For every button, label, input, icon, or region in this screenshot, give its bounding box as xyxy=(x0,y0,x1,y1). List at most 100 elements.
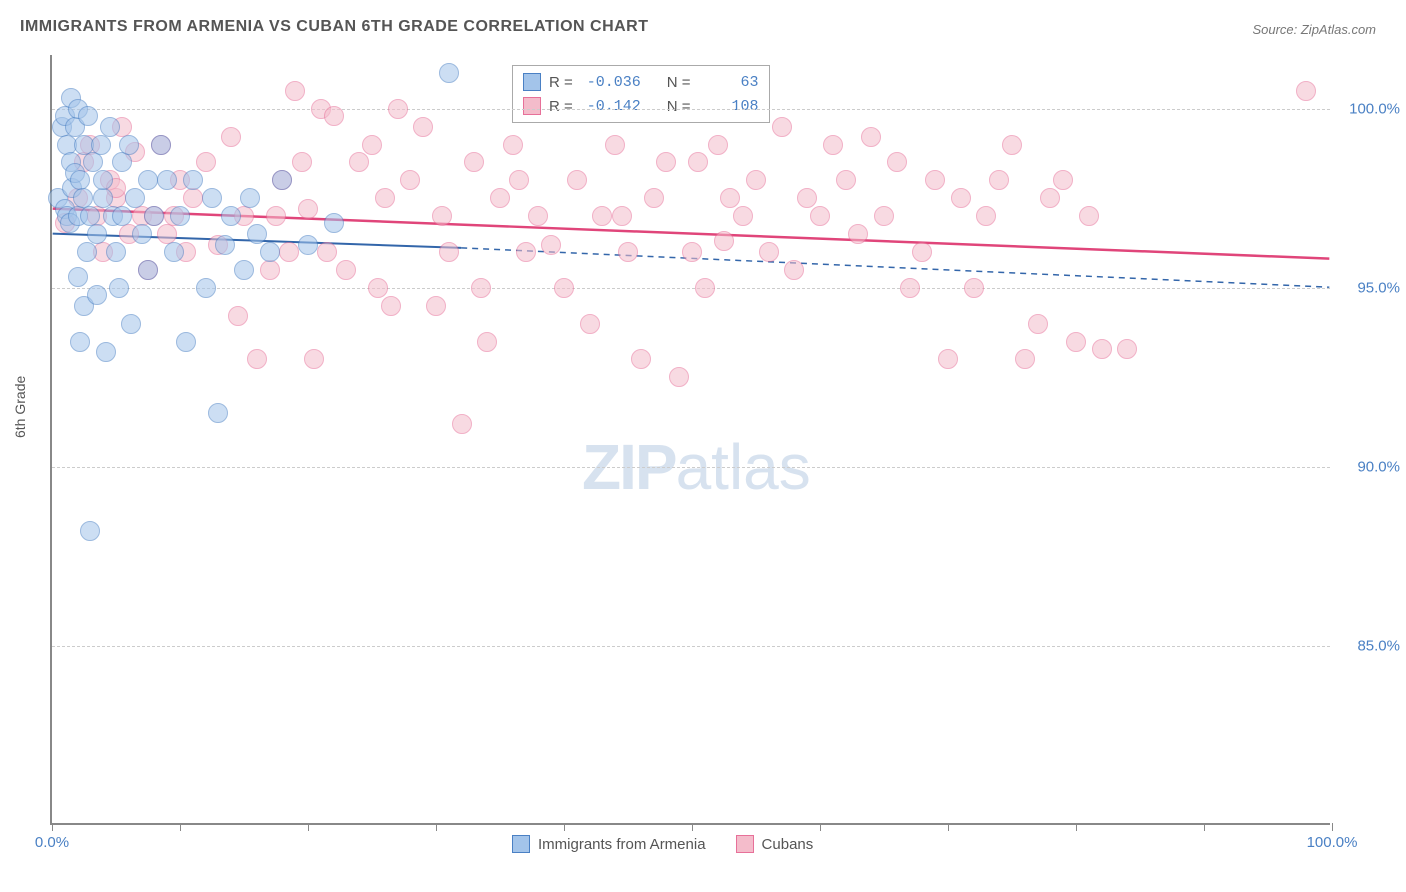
gridline xyxy=(52,467,1330,468)
legend-item: Immigrants from Armenia xyxy=(512,835,706,853)
scatter-point xyxy=(836,170,856,190)
scatter-point xyxy=(247,224,267,244)
scatter-point xyxy=(580,314,600,334)
scatter-point xyxy=(1296,81,1316,101)
trendline-dashed xyxy=(461,248,1329,287)
r-label: R = xyxy=(549,74,573,91)
scatter-point xyxy=(247,349,267,369)
scatter-point xyxy=(1092,339,1112,359)
legend-swatch xyxy=(512,835,530,853)
scatter-point xyxy=(695,278,715,298)
scatter-point xyxy=(138,260,158,280)
scatter-point xyxy=(125,188,145,208)
x-tick-minor xyxy=(564,825,565,831)
scatter-point xyxy=(292,152,312,172)
r-value: -0.036 xyxy=(581,74,641,91)
n-label: N = xyxy=(667,98,691,115)
scatter-point xyxy=(413,117,433,137)
scatter-point xyxy=(285,81,305,101)
scatter-point xyxy=(452,414,472,434)
scatter-point xyxy=(381,296,401,316)
scatter-point xyxy=(260,260,280,280)
scatter-point xyxy=(509,170,529,190)
scatter-point xyxy=(900,278,920,298)
scatter-point xyxy=(202,188,222,208)
scatter-point xyxy=(240,188,260,208)
scatter-point xyxy=(925,170,945,190)
x-tick-minor xyxy=(1204,825,1205,831)
scatter-point xyxy=(78,106,98,126)
scatter-point xyxy=(471,278,491,298)
scatter-point xyxy=(91,135,111,155)
legend-swatch xyxy=(523,73,541,91)
scatter-point xyxy=(234,260,254,280)
scatter-point xyxy=(132,224,152,244)
scatter-point xyxy=(375,188,395,208)
legend-label: Immigrants from Armenia xyxy=(538,836,706,853)
scatter-point xyxy=(669,367,689,387)
scatter-point xyxy=(170,206,190,226)
scatter-point xyxy=(112,152,132,172)
y-tick-label: 85.0% xyxy=(1357,637,1400,654)
scatter-point xyxy=(720,188,740,208)
scatter-point xyxy=(688,152,708,172)
scatter-point xyxy=(1066,332,1086,352)
scatter-point xyxy=(503,135,523,155)
x-tick xyxy=(52,823,53,831)
scatter-point xyxy=(439,63,459,83)
series-legend: Immigrants from Armenia Cubans xyxy=(512,835,813,853)
scatter-point xyxy=(228,306,248,326)
scatter-point xyxy=(874,206,894,226)
scatter-point xyxy=(612,206,632,226)
scatter-point xyxy=(260,242,280,262)
scatter-point xyxy=(823,135,843,155)
scatter-point xyxy=(618,242,638,262)
scatter-point xyxy=(349,152,369,172)
scatter-point xyxy=(989,170,1009,190)
y-tick-label: 90.0% xyxy=(1357,458,1400,475)
scatter-point xyxy=(164,242,184,262)
x-tick xyxy=(1332,823,1333,831)
scatter-point xyxy=(208,403,228,423)
scatter-point xyxy=(93,188,113,208)
legend-label: Cubans xyxy=(762,836,814,853)
scatter-point xyxy=(362,135,382,155)
scatter-point xyxy=(112,206,132,226)
n-label: N = xyxy=(667,74,691,91)
scatter-point xyxy=(83,152,103,172)
scatter-point xyxy=(87,285,107,305)
y-axis-label: 6th Grade xyxy=(12,376,28,438)
scatter-point xyxy=(317,242,337,262)
scatter-point xyxy=(183,188,203,208)
scatter-point xyxy=(426,296,446,316)
scatter-point xyxy=(912,242,932,262)
scatter-point xyxy=(656,152,676,172)
scatter-point xyxy=(1002,135,1022,155)
scatter-point xyxy=(1079,206,1099,226)
scatter-point xyxy=(682,242,702,262)
scatter-point xyxy=(324,106,344,126)
r-label: R = xyxy=(549,98,573,115)
scatter-point xyxy=(144,206,164,226)
scatter-point xyxy=(368,278,388,298)
scatter-point xyxy=(279,242,299,262)
x-tick-label: 0.0% xyxy=(35,834,69,851)
scatter-point xyxy=(77,242,97,262)
scatter-point xyxy=(714,231,734,251)
scatter-point xyxy=(1053,170,1073,190)
x-tick-minor xyxy=(180,825,181,831)
scatter-point xyxy=(439,242,459,262)
gridline xyxy=(52,109,1330,110)
scatter-point xyxy=(605,135,625,155)
scatter-point xyxy=(93,170,113,190)
scatter-point xyxy=(887,152,907,172)
scatter-point xyxy=(80,521,100,541)
scatter-point xyxy=(976,206,996,226)
scatter-point xyxy=(96,342,116,362)
gridline xyxy=(52,288,1330,289)
x-tick-minor xyxy=(308,825,309,831)
scatter-point xyxy=(70,170,90,190)
scatter-point xyxy=(797,188,817,208)
chart-plot-area: ZIPatlas R =-0.036N =63R =-0.142N =108 I… xyxy=(50,55,1330,825)
correlation-legend: R =-0.036N =63R =-0.142N =108 xyxy=(512,65,770,123)
